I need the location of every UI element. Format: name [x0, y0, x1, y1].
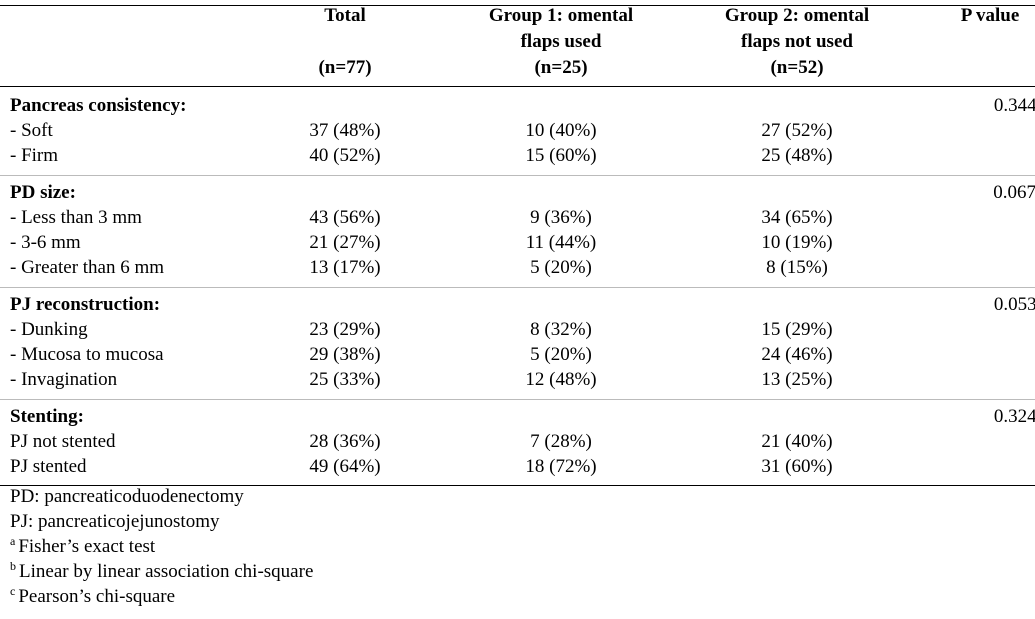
- cell: 23 (29%): [309, 319, 381, 340]
- rule: [0, 5, 1035, 6]
- section-rule: [0, 287, 1035, 288]
- cell: 37 (48%): [309, 120, 381, 141]
- cell: 5 (20%): [530, 344, 592, 365]
- footnote: PD: pancreaticoduodenectomy: [10, 485, 244, 509]
- cell: 5 (20%): [530, 257, 592, 278]
- header-cell: Group 1: omental: [488, 5, 634, 26]
- cell: 15 (29%): [761, 319, 833, 340]
- cell: 24 (46%): [761, 344, 833, 365]
- footnote: c Pearson’s chi-square: [10, 585, 175, 609]
- header-cell: (n=77): [318, 57, 372, 78]
- footnote: a Fisher’s exact test: [10, 535, 155, 559]
- section-rule: [0, 175, 1035, 176]
- footnote-text: PD: pancreaticoduodenectomy: [10, 486, 244, 507]
- p-value-number: 0.344: [993, 95, 1035, 116]
- rule: [0, 86, 1035, 87]
- p-value: 0.067b: [875, 181, 1035, 205]
- header-cell: flaps not used: [741, 31, 853, 52]
- section-rule: [0, 399, 1035, 400]
- cell: 8 (32%): [530, 319, 592, 340]
- header-cell: Total: [324, 5, 366, 26]
- footnote-mark: b: [10, 559, 16, 573]
- footnote-text: Linear by linear association chi-square: [19, 561, 314, 582]
- section-title: Pancreas consistency:: [10, 95, 187, 116]
- footnote-text: Fisher’s exact test: [18, 536, 156, 557]
- header-cell: flaps used: [520, 31, 602, 52]
- cell: 40 (52%): [309, 145, 381, 166]
- cell: 25 (33%): [309, 369, 381, 390]
- header-cell: P value: [960, 5, 1020, 26]
- cell: 34 (65%): [761, 207, 833, 228]
- rule: [0, 485, 1035, 486]
- cell: 8 (15%): [766, 257, 828, 278]
- cell: 11 (44%): [525, 232, 597, 253]
- cell: 49 (64%): [309, 456, 381, 477]
- row-label: - Soft: [10, 120, 53, 141]
- row-label: - Greater than 6 mm: [10, 257, 165, 278]
- header-cell: (n=52): [770, 57, 824, 78]
- cell: 27 (52%): [761, 120, 833, 141]
- p-value-number: 0.053: [993, 294, 1035, 315]
- p-value-number: 0.067: [993, 182, 1035, 203]
- p-value: 0.324a: [875, 405, 1035, 429]
- cell: 9 (36%): [530, 207, 592, 228]
- cell: 28 (36%): [309, 431, 381, 452]
- footnote: PJ: pancreaticojejunostomy: [10, 510, 219, 534]
- cell: 43 (56%): [309, 207, 381, 228]
- row-label: - 3-6 mm: [10, 232, 81, 253]
- cell: 29 (38%): [309, 344, 381, 365]
- p-value-number: 0.324: [993, 406, 1035, 427]
- cell: 21 (40%): [761, 431, 833, 452]
- cell: 25 (48%): [761, 145, 833, 166]
- cell: 7 (28%): [530, 431, 592, 452]
- row-label: - Less than 3 mm: [10, 207, 142, 228]
- p-value: 0.053c: [875, 293, 1035, 317]
- header-cell: Group 2: omental: [724, 5, 870, 26]
- cell: 15 (60%): [525, 145, 597, 166]
- section-title: Stenting:: [10, 406, 84, 427]
- row-label: PJ stented: [10, 456, 87, 477]
- row-label: - Invagination: [10, 369, 118, 390]
- p-value: 0.344a: [875, 94, 1035, 118]
- section-title: PD size:: [10, 182, 76, 203]
- row-label: - Dunking: [10, 319, 88, 340]
- cell: 10 (19%): [761, 232, 833, 253]
- section-title: PJ reconstruction:: [10, 294, 161, 315]
- cell: 13 (25%): [761, 369, 833, 390]
- cell: 13 (17%): [309, 257, 381, 278]
- footnote-mark: c: [10, 584, 16, 598]
- row-label: - Mucosa to mucosa: [10, 344, 164, 365]
- footnote-mark: a: [10, 534, 16, 548]
- footnote: b Linear by linear association chi-square: [10, 560, 313, 584]
- cell: 12 (48%): [525, 369, 597, 390]
- cell: 31 (60%): [761, 456, 833, 477]
- footnote-text: Pearson’s chi-square: [18, 586, 176, 607]
- row-label: - Firm: [10, 145, 59, 166]
- cell: 10 (40%): [525, 120, 597, 141]
- footnote-text: PJ: pancreaticojejunostomy: [10, 511, 220, 532]
- row-label: PJ not stented: [10, 431, 116, 452]
- header-cell: (n=25): [534, 57, 588, 78]
- cell: 18 (72%): [525, 456, 597, 477]
- cell: 21 (27%): [309, 232, 381, 253]
